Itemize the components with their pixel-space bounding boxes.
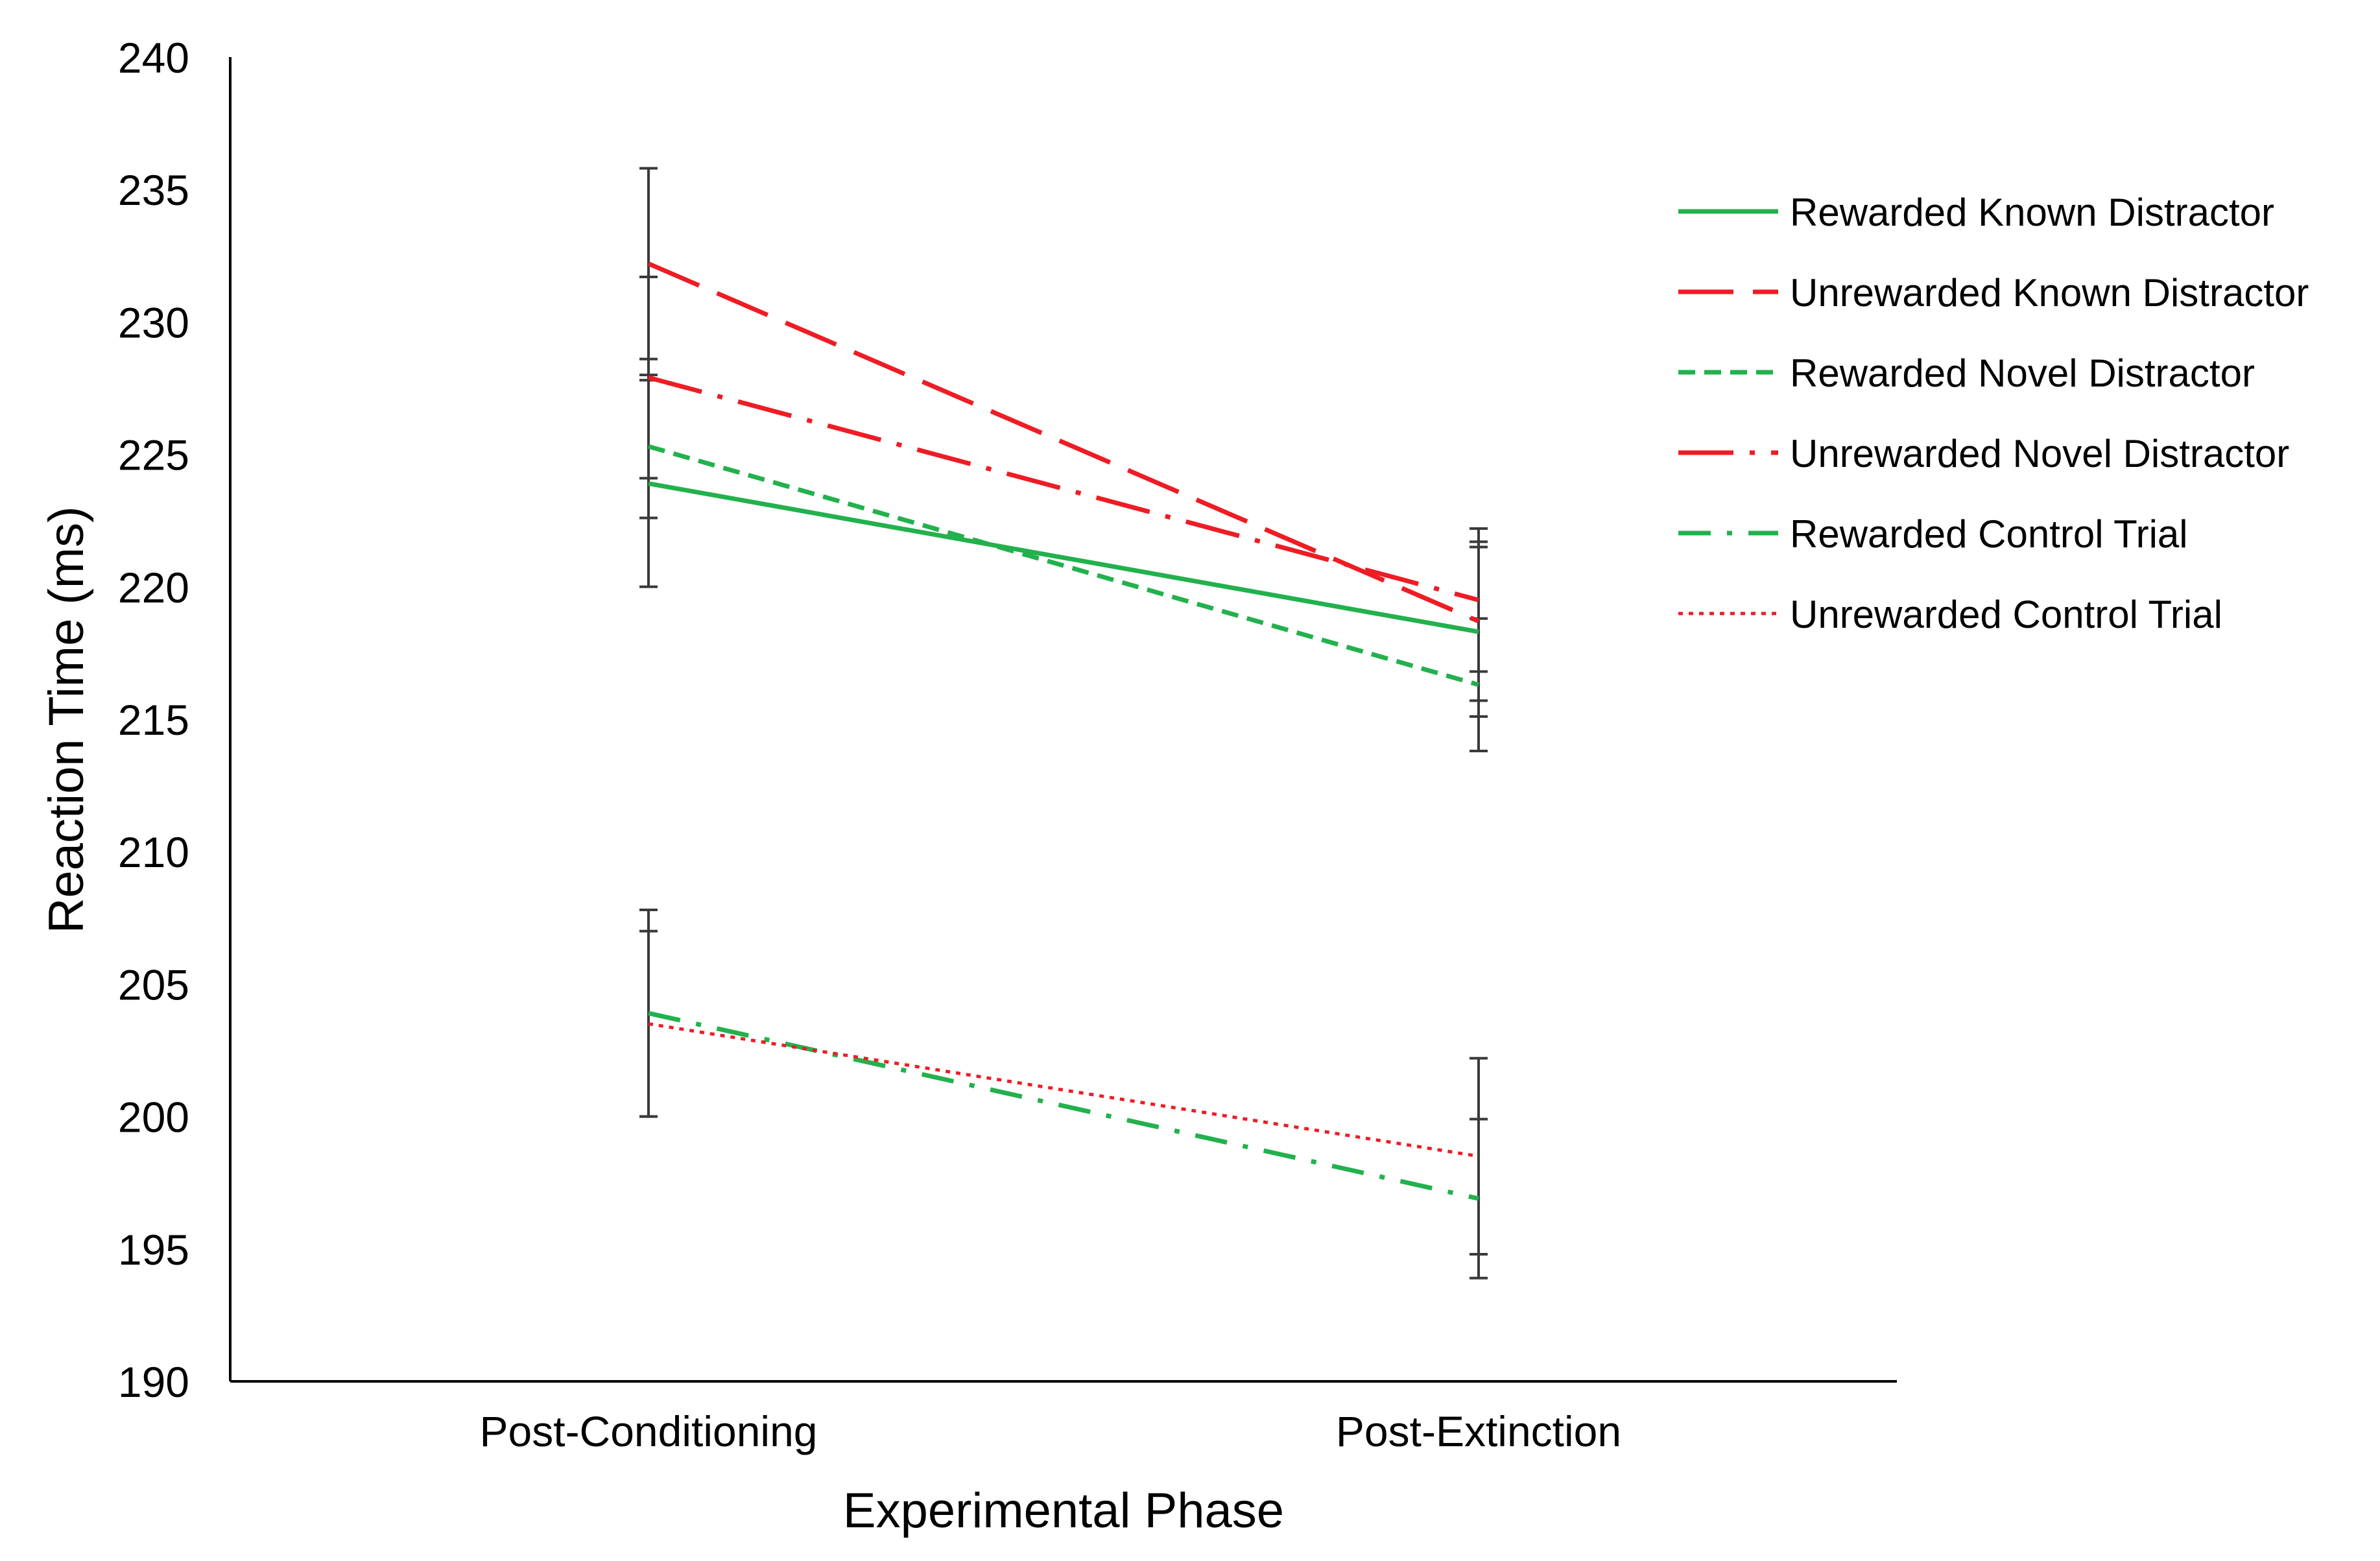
series-lines (647, 261, 1480, 1201)
y-tick-label: 200 (118, 1093, 189, 1141)
legend-label: Rewarded Novel Distractor (1790, 352, 2255, 395)
y-tick-label: 240 (118, 34, 189, 82)
y-tick-label: 195 (118, 1226, 189, 1274)
series-line (648, 1022, 1479, 1158)
series-line (648, 481, 1479, 634)
legend-label: Rewarded Known Distractor (1790, 191, 2274, 234)
legend-label: Unrewarded Known Distractor (1790, 271, 2309, 315)
legend-label: Unrewarded Novel Distractor (1790, 432, 2289, 475)
y-tick-labels: 190 195 200 205 210 215 220 225 230 235 240 (118, 34, 189, 1406)
y-axis-title: Reaction Time (ms) (39, 506, 94, 934)
series-line (648, 444, 1479, 687)
series-line (647, 261, 1480, 624)
y-tick-label: 230 (118, 298, 189, 346)
y-tick-label: 215 (118, 696, 189, 744)
y-tick-label: 220 (118, 564, 189, 612)
legend-label: Unrewarded Control Trial (1790, 593, 2222, 636)
x-tick-label: Post-Conditioning (480, 1407, 818, 1455)
legend: Rewarded Known Distractor Unrewarded Know… (1678, 191, 2309, 636)
series-line (648, 375, 1479, 602)
y-tick-label: 235 (118, 166, 189, 214)
error-bars (639, 167, 1488, 1280)
x-axis-title: Experimental Phase (843, 1483, 1284, 1538)
series-line (648, 1010, 1479, 1201)
x-tick-label: Post-Extinction (1336, 1407, 1621, 1455)
plot-area (229, 57, 1897, 1383)
legend-label: Rewarded Control Trial (1790, 512, 2188, 556)
y-tick-label: 190 (118, 1358, 189, 1406)
x-tick-labels: Post-Conditioning Post-Extinction (480, 1407, 1622, 1455)
y-tick-label: 210 (118, 828, 189, 876)
y-tick-label: 205 (118, 960, 189, 1008)
y-tick-label: 225 (118, 431, 189, 479)
